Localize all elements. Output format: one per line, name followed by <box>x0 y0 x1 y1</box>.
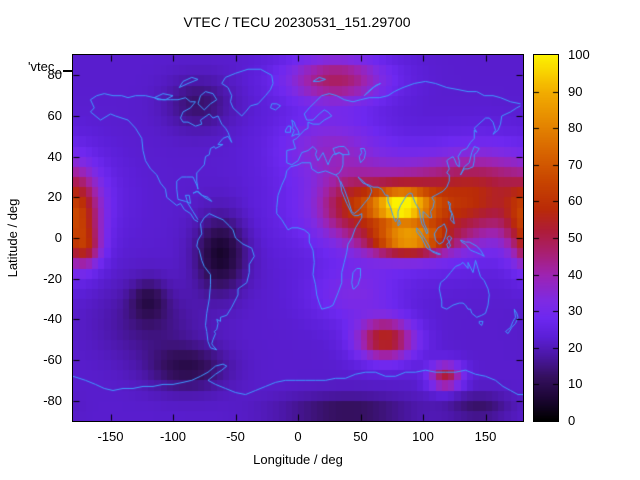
x-tick-label: 0 <box>294 429 302 444</box>
colorbar-tick-label: 80 <box>568 120 583 136</box>
y-tick-label: -80 <box>43 392 62 408</box>
x-tick-label: -100 <box>159 429 187 444</box>
colorbar-tick-label: 50 <box>568 230 583 245</box>
plot-area <box>72 54 524 422</box>
x-tick-label: 50 <box>353 429 368 444</box>
colorbar-tick-label: 90 <box>568 83 583 99</box>
colorbar-tick-label: 70 <box>568 156 583 172</box>
colorbar-tick-label: 60 <box>568 193 583 209</box>
vtec-heatmap-canvas <box>73 55 523 421</box>
y-tick-label: -20 <box>43 270 62 286</box>
plot-title: VTEC / TECU 20230531_151.29700 <box>183 14 411 30</box>
x-tick-label: -50 <box>226 429 245 444</box>
y-tick-label: 20 <box>47 189 62 205</box>
colorbar-tick-label: 10 <box>568 376 583 392</box>
x-tick-label: 100 <box>412 429 434 444</box>
colorbar <box>533 54 559 422</box>
colorbar-gradient-canvas <box>534 55 558 421</box>
colorbar-tick-label: 0 <box>568 413 576 428</box>
colorbar-tick-label: 20 <box>568 339 583 355</box>
key-sample-line <box>63 70 74 72</box>
colorbar-tick-label: 100 <box>568 47 590 62</box>
y-tick-label: 60 <box>47 108 62 123</box>
x-axis-label: Longitude / deg <box>253 452 343 467</box>
x-tick-label: 150 <box>474 429 497 444</box>
y-tick-label: 40 <box>47 148 62 164</box>
y-tick-label: -40 <box>43 311 62 327</box>
colorbar-tick-label: 40 <box>568 266 583 282</box>
key-entry-label: 'vtec_ <box>28 59 62 74</box>
y-tick-label: 80 <box>47 67 62 83</box>
x-tick-label: -150 <box>97 429 124 444</box>
y-tick-label: -60 <box>43 352 62 367</box>
colorbar-tick-label: 30 <box>568 303 583 319</box>
y-tick-label: 0 <box>54 230 62 245</box>
